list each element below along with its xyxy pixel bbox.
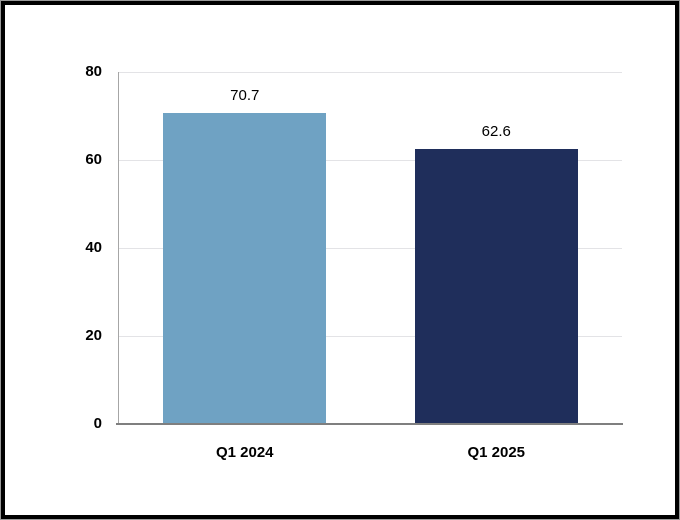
bar-q1-2025 — [414, 148, 578, 424]
y-tick-label: 60 — [85, 151, 102, 168]
y-tick-label: 0 — [93, 415, 102, 432]
bar-q1-2024 — [163, 112, 327, 424]
gridline-y60 — [119, 160, 622, 161]
y-tick-label: 40 — [85, 239, 102, 256]
bar-chart: 0 20 40 60 80 70.7 Q1 2024 62.6 Q1 2025 — [5, 5, 675, 515]
gridline-y40 — [119, 248, 622, 249]
x-category-label: Q1 2024 — [215, 444, 274, 461]
bar-value-label: 62.6 — [481, 122, 511, 140]
bar-value-label: 70.7 — [230, 86, 260, 104]
gridline-y20 — [119, 336, 622, 337]
y-tick-label: 80 — [85, 63, 102, 80]
y-axis-line — [118, 72, 119, 424]
x-category-label: Q1 2025 — [467, 444, 526, 461]
x-axis-line — [116, 423, 623, 425]
gridline-y80 — [119, 72, 622, 73]
y-tick-label: 20 — [85, 327, 102, 344]
